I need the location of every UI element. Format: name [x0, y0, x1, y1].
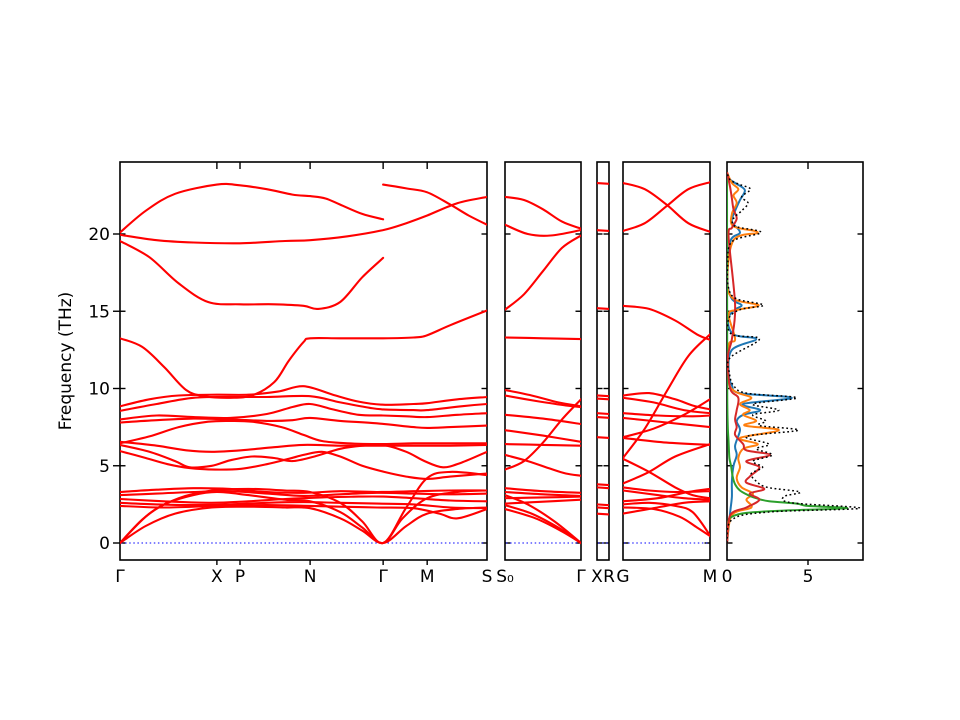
phonon-band — [597, 506, 609, 510]
x-tick-label: G — [616, 567, 629, 587]
phonon-band — [120, 394, 487, 412]
x-tick-label: R — [603, 567, 615, 587]
phonon-band — [505, 504, 581, 545]
phonon-band — [597, 181, 609, 185]
phonon-band — [623, 443, 710, 485]
phonon-band — [505, 388, 581, 408]
x-tick-label: 0 — [722, 567, 733, 587]
phonon-band — [120, 309, 487, 399]
phonon-band — [505, 443, 581, 447]
phonon-band — [120, 402, 487, 421]
phonon-band — [505, 234, 581, 311]
phonon-band — [597, 436, 609, 439]
phonon-band — [623, 412, 710, 418]
phonon-band — [120, 416, 487, 429]
phonon-band — [120, 505, 487, 545]
x-tick-label: Γ — [378, 567, 388, 587]
phonon-band — [120, 239, 385, 311]
phonon-band — [505, 223, 581, 237]
pdos-green-curve — [727, 172, 848, 544]
phonon-band — [597, 229, 609, 232]
phonon-band — [505, 487, 581, 494]
phonon-band — [382, 183, 487, 226]
phonon-band — [505, 413, 581, 426]
phonon-band — [505, 495, 581, 500]
phonon-band — [623, 181, 710, 232]
phonon-band — [505, 195, 581, 230]
phonon-band — [597, 486, 609, 490]
band-panel-2-frame — [504, 161, 582, 561]
phonon-band — [120, 385, 487, 408]
phonon-band — [505, 429, 581, 443]
phonon-band — [120, 195, 487, 245]
phonon-band — [597, 394, 609, 398]
phonon-band — [623, 396, 710, 415]
phonon-band — [597, 512, 609, 516]
x-tick-label: N — [304, 567, 317, 587]
phonon-band — [120, 450, 487, 480]
phonon-band — [597, 397, 609, 401]
phonon-band — [597, 412, 609, 416]
phonon-band — [120, 501, 487, 510]
band-panel-3-frame — [596, 161, 610, 561]
phonon-band — [623, 436, 710, 446]
phonon-band — [597, 483, 609, 487]
x-tick-label: S — [482, 567, 493, 587]
phonon-band — [120, 440, 487, 453]
band-panel-4-frame — [622, 161, 711, 561]
y-tick-label: 20 — [88, 225, 110, 245]
y-axis-label: Frequency (THz) — [56, 291, 76, 431]
phonon-band — [505, 453, 581, 477]
x-tick-label: X — [591, 567, 603, 587]
x-tick-label: X — [211, 567, 223, 587]
phonon-band — [597, 416, 609, 419]
pdos-blue-curve — [727, 171, 793, 544]
y-tick-label: 10 — [88, 380, 110, 400]
pdos-red-curve — [727, 172, 771, 544]
phonon-band — [505, 336, 581, 341]
phonon-band — [505, 490, 581, 497]
phonon-band — [505, 498, 581, 505]
phonon-band — [120, 487, 487, 494]
phonon-band — [505, 494, 581, 545]
phonon-band — [623, 304, 710, 341]
x-tick-label: M — [420, 567, 435, 587]
phonon-band — [623, 501, 710, 537]
y-tick-label: 5 — [99, 457, 110, 477]
phonon-band — [120, 419, 487, 446]
phonon-band — [505, 398, 581, 471]
phonon-band — [120, 504, 487, 520]
phonon-band — [623, 489, 710, 501]
phonon-band — [120, 470, 487, 545]
x-tick-label: Γ — [115, 567, 125, 587]
x-tick-label: S₀ — [496, 567, 514, 587]
phonon-band — [623, 181, 710, 233]
phonon-band — [623, 500, 710, 515]
y-tick-label: 0 — [99, 534, 110, 554]
phonon-band — [120, 182, 385, 234]
x-tick-label: P — [235, 567, 245, 587]
x-tick-label: Γ — [576, 567, 586, 587]
phonon-band — [623, 457, 710, 500]
phonon-band — [597, 503, 609, 507]
phonon-band — [623, 398, 710, 439]
x-tick-label: 5 — [803, 567, 814, 587]
band-panel-1-frame — [119, 161, 488, 561]
total-dos-curve — [727, 171, 861, 544]
phonon-band — [505, 394, 581, 409]
phonon-band — [623, 487, 710, 503]
phonon-band — [505, 507, 581, 545]
phonon-band — [623, 506, 710, 538]
y-tick-label: 15 — [88, 302, 110, 322]
phonon-band — [597, 307, 609, 310]
x-tick-label: M — [703, 567, 718, 587]
phonon-band — [120, 490, 487, 497]
